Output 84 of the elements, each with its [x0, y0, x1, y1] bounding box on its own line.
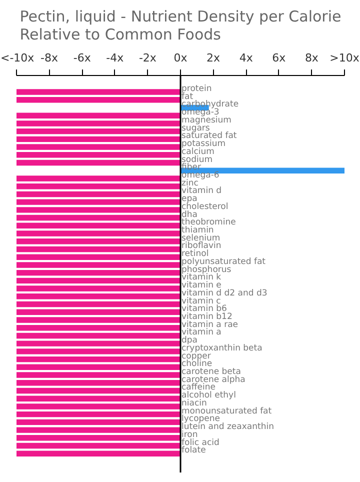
bar: [16, 364, 181, 370]
bar: [16, 120, 181, 126]
y-tick-label: iron: [182, 430, 198, 440]
bar: [16, 309, 181, 315]
bar: [16, 254, 181, 260]
bar: [16, 356, 181, 362]
x-tick-label: 2x: [206, 52, 221, 64]
bar: [16, 411, 181, 418]
bar: [16, 388, 181, 394]
bar: [16, 332, 181, 339]
y-tick-label: fiber: [182, 162, 202, 173]
y-tick-label: cholesterol: [182, 202, 228, 212]
bar: [16, 348, 181, 354]
bar: [16, 214, 181, 221]
bar: [16, 270, 181, 276]
y-tick-label: lycopene: [182, 414, 220, 424]
bar: [16, 380, 181, 386]
bar: [16, 89, 181, 95]
x-tick-label: 0x: [174, 52, 188, 64]
bar: [16, 396, 181, 402]
bar: [16, 372, 181, 378]
bar: [16, 191, 181, 198]
bar: [16, 176, 181, 182]
x-tick-label: >10x: [330, 52, 360, 64]
bar: [16, 442, 181, 449]
bar: [16, 301, 181, 308]
y-tick-label: phosphorus: [182, 264, 232, 275]
bar: [16, 222, 181, 229]
y-tick-label: vitamin b12: [182, 312, 232, 322]
bar: [16, 112, 181, 118]
bar: [16, 230, 181, 236]
y-tick-label: cryptoxanthin beta: [182, 343, 262, 354]
bar: [16, 427, 181, 433]
bar: [16, 246, 181, 252]
y-tick-label: folate: [182, 446, 206, 456]
x-tick-label: -4x: [106, 52, 124, 64]
y-tick-label: protein: [182, 84, 212, 94]
y-tick-label: choline: [182, 359, 212, 370]
x-tick-label: 4x: [239, 52, 254, 64]
y-tick-label: dpa: [182, 336, 198, 346]
y-tick-label: copper: [182, 351, 212, 362]
bar: [16, 128, 181, 134]
chart-title: Pectin, liquid - Nutrient Density per Calorie Relative to Common Foods: [20, 8, 342, 44]
bar: [16, 317, 181, 323]
bar: [16, 278, 181, 284]
y-tick-label: vitamin a: [182, 328, 222, 338]
x-tick-label: 6x: [272, 52, 286, 64]
x-tick-label: -8x: [40, 52, 59, 64]
bar: [16, 404, 181, 410]
y-tick-label: potassium: [182, 139, 226, 150]
y-tick-label: carbohydrate: [182, 100, 239, 110]
bar: [16, 450, 181, 456]
y-tick-label: vitamin d: [182, 186, 222, 196]
bar: [16, 286, 181, 292]
bar: [16, 152, 181, 158]
bar: [16, 199, 181, 205]
x-tick-label: <-10x: [0, 52, 35, 64]
y-tick-label: niacin: [182, 398, 207, 408]
y-tick-label: epa: [182, 194, 198, 204]
y-tick-label: fat: [182, 92, 194, 102]
bar: [16, 183, 181, 190]
bar: [16, 294, 181, 300]
bar: [16, 419, 181, 426]
bar: [16, 435, 181, 441]
y-tick-label: omega-3: [182, 108, 220, 118]
bar: [16, 136, 181, 142]
y-tick-label: lutein and zeaxanthin: [182, 422, 274, 432]
bar: [16, 207, 181, 213]
bar: [16, 340, 181, 346]
y-tick-label: vitamin d d2 and d3: [182, 288, 268, 298]
y-tick-label: calcium: [182, 146, 214, 157]
x-tick-label: 8x: [304, 52, 319, 64]
y-tick-label: omega-6: [182, 170, 220, 180]
y-tick-label: sugars: [182, 123, 210, 134]
bar: [16, 324, 181, 331]
bar: [16, 238, 181, 244]
x-tick-label: -6x: [73, 52, 92, 64]
bar: [16, 144, 181, 150]
bar: [16, 97, 181, 103]
y-tick-label: polyunsaturated fat: [182, 256, 266, 267]
x-tick-label: -2x: [138, 52, 157, 64]
bar: [16, 262, 181, 268]
y-tick-label: magnesium: [182, 115, 232, 126]
bar: [16, 160, 181, 166]
